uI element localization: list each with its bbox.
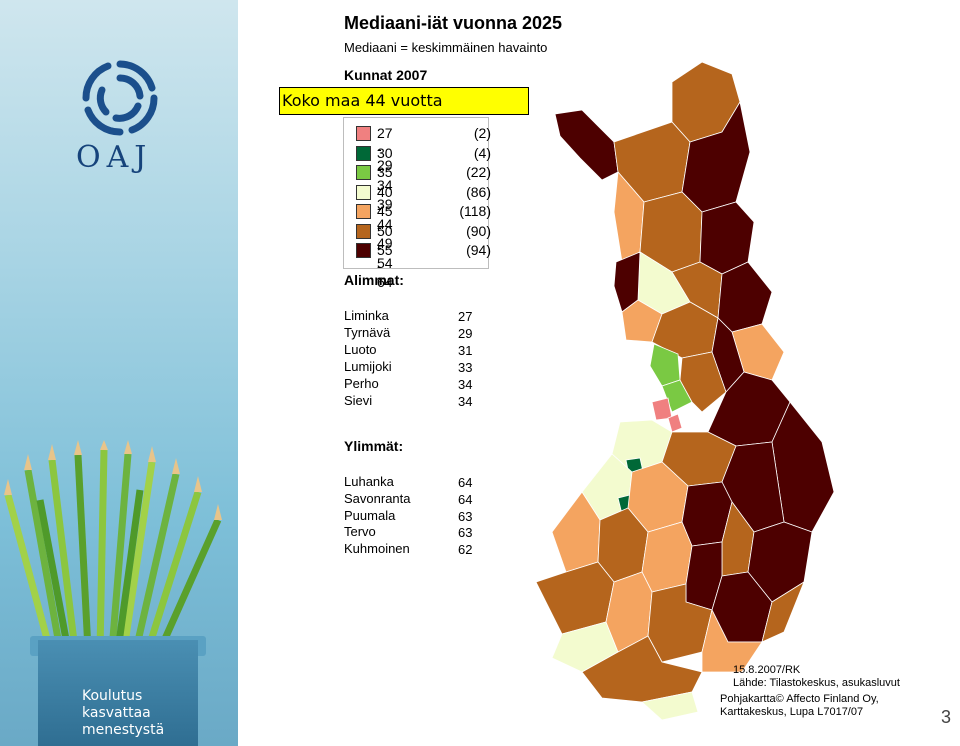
legend-swatch	[356, 126, 371, 141]
median-age-value: 34	[458, 377, 473, 392]
page-number: 3	[941, 707, 952, 727]
credit-date: 15.8.2007/RK	[733, 664, 801, 676]
municipality-name: Lumijoki	[344, 359, 392, 374]
highest-heading: Ylimmät:	[344, 438, 404, 454]
flower-pot	[38, 640, 198, 746]
region-oulu-pink	[651, 397, 673, 421]
legend-count: (22)	[466, 164, 491, 180]
legend-count: (118)	[459, 203, 491, 219]
legend-count: (4)	[473, 144, 491, 161]
legend-range: 40 - 44	[377, 183, 393, 232]
municipality-name: Liminka	[344, 308, 389, 323]
region-se-2	[761, 581, 805, 643]
median-age-value: 34	[458, 394, 473, 409]
median-age-value: 64	[458, 491, 473, 507]
municipality-name: Luhanka	[344, 474, 394, 489]
median-age-value: 29	[458, 326, 473, 341]
slogan-line-2: kasvattaa	[82, 705, 151, 721]
municipality-name: Kuhmoinen	[344, 541, 410, 557]
pencils-illustration-icon	[4, 440, 222, 650]
region-s-5	[701, 608, 763, 673]
region-south-light	[641, 691, 699, 720]
legend-range: 30 - 34	[377, 144, 393, 193]
median-age-value: 27	[458, 309, 473, 324]
legend-swatch	[356, 184, 371, 200]
legend-range: 35 - 39	[377, 164, 393, 212]
municipality-name: Sievi	[344, 393, 373, 408]
region-lap-e	[717, 261, 773, 333]
municipality-name: Puumala	[344, 507, 396, 523]
national-median-banner: Koko maa 44 vuotta	[279, 87, 529, 115]
legend-swatch	[356, 145, 371, 161]
median-age-value: 63	[458, 525, 473, 541]
median-age-value: 63	[458, 508, 473, 524]
region-nw-arm	[554, 109, 619, 181]
legend-range: 50 - 54	[377, 222, 393, 271]
pot-slogan: Koulutus kasvattaa menestystä	[82, 688, 164, 739]
legend-range: 27 - 29	[377, 125, 393, 173]
municipality-name: Tyrnävä	[344, 325, 391, 340]
municipalities-label: Kunnat 2007	[344, 67, 428, 83]
region-south-coast	[581, 635, 703, 703]
median-age-value: 64	[458, 475, 473, 490]
region-e-1	[679, 351, 727, 413]
region-s-1	[641, 521, 693, 593]
sidebar-panel: OAJ Ko	[0, 0, 238, 746]
slogan-line-3: menestystä	[82, 722, 165, 738]
municipality-name: Tervo	[344, 524, 376, 540]
legend-swatch	[356, 204, 371, 219]
page-title: Mediaani-iät vuonna 2025	[344, 13, 563, 33]
median-age-value: 33	[458, 360, 473, 375]
median-age-value: 62	[458, 542, 473, 558]
credit-source: Lähde: Tilastokeskus, asukasluvut	[733, 677, 900, 689]
legend-count: (94)	[466, 242, 491, 258]
municipality-name: Savonranta	[344, 490, 411, 506]
oaj-logo-icon	[82, 60, 158, 136]
legend-swatch	[356, 223, 371, 239]
municipality-name: Luoto	[344, 342, 377, 357]
legend-swatch	[356, 243, 371, 258]
municipality-name: Perho	[344, 376, 379, 391]
credit-map-2: Karttakeskus, Lupa L7017/07	[720, 706, 864, 718]
finland-choropleth-map	[535, 62, 835, 720]
legend-count: (86)	[466, 183, 491, 200]
legend-count: (90)	[466, 222, 491, 239]
credit-map-1: Pohjakartta© Affecto Finland Oy,	[720, 693, 879, 705]
lowest-heading: Alimmat:	[344, 272, 404, 288]
legend-range: 55 - 64	[377, 242, 393, 290]
median-age-value: 31	[458, 343, 473, 358]
map-legend: 27 - 29 (2) 30 - 34 (4) 35 - 39 (22) 40 - 44 (8…	[343, 117, 491, 290]
legend-range: 45 - 49	[377, 203, 393, 251]
legend-count: (2)	[473, 125, 491, 141]
region-oulu-pink-2	[667, 413, 683, 433]
logo-text: OAJ	[76, 140, 153, 175]
legend-swatch	[356, 165, 371, 180]
page-subtitle: Mediaani = keskimmäinen havainto	[344, 40, 548, 55]
slogan-line-1: Koulutus	[82, 688, 143, 704]
